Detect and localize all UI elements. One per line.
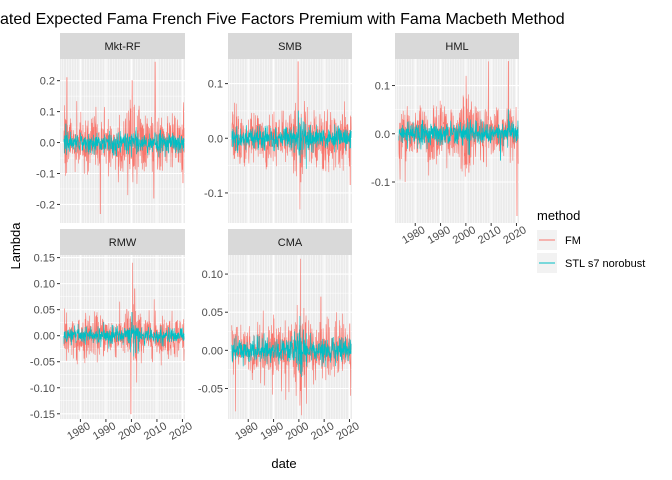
facet-panel-smb: SMB -0.1 0.0 0.1: [204, 33, 352, 223]
facet-strip-label: HML: [445, 41, 468, 53]
facet-strip-label: Mkt-RF: [104, 41, 140, 53]
y-tick-label: -0.05: [198, 383, 223, 395]
y-tick-label: 0.0: [375, 129, 390, 141]
x-axis-title: date: [271, 456, 296, 471]
y-tick-label: 0.00: [34, 331, 55, 343]
series-line-stl: [63, 123, 185, 158]
legend-label-fm: FM: [565, 235, 581, 247]
y-tick-label: 0.0: [40, 138, 55, 150]
y-tick-label: -0.05: [30, 357, 55, 369]
facet-strip-label: RMW: [109, 237, 137, 249]
legend-key-stl: [537, 253, 557, 273]
legend: method FM STL s7 norobust: [537, 208, 645, 273]
y-tick-label: 0.1: [208, 79, 223, 91]
y-axis-title: Lambda: [8, 222, 23, 270]
facet-panel-rmw: RMW-0.15-0.10-0.050.000.050.100.15198019…: [30, 229, 195, 443]
y-tick-label: -0.1: [36, 168, 55, 180]
facet-strip: [228, 229, 352, 255]
y-tick-label: -0.2: [36, 199, 55, 211]
y-tick-label: -0.1: [204, 188, 223, 200]
facet-strip: [60, 229, 185, 255]
y-tick-label: 0.15: [34, 253, 55, 265]
legend-label-stl: STL s7 norobust: [565, 258, 645, 270]
y-tick-label: 0.05: [202, 307, 223, 319]
series-line-stl: [231, 110, 352, 169]
facet-strip: [60, 33, 185, 59]
y-tick-label: -0.10: [30, 383, 55, 395]
y-tick-label: 0.0: [208, 133, 223, 145]
legend-title: method: [537, 208, 580, 223]
facet-strip-label: SMB: [278, 41, 302, 53]
y-tick-label: 0.1: [40, 107, 55, 119]
y-tick-label: 0.1: [375, 81, 390, 93]
y-tick-label: 0.10: [34, 279, 55, 291]
series-line-stl: [63, 311, 185, 357]
y-tick-label: 0.10: [202, 269, 223, 281]
chart-title: ated Expected Fama French Five Factors P…: [0, 11, 565, 28]
y-tick-label: 0.2: [40, 76, 55, 88]
y-tick-label: -0.1: [371, 177, 390, 189]
legend-key-fm: [537, 230, 557, 250]
facet-strip: [395, 33, 519, 59]
y-tick-label: 0.05: [34, 305, 55, 317]
y-tick-label: 0.00: [202, 345, 223, 357]
y-tick-label: -0.15: [30, 409, 55, 421]
facet-strip-label: CMA: [278, 237, 303, 249]
facet-panel-mkt-rf: Mkt-RF -0.2 -0.1 0.0 0.1 0.2: [36, 33, 185, 223]
series-line-stl: [231, 316, 352, 378]
facet-strip: [228, 33, 352, 59]
series-line-stl: [398, 109, 519, 161]
